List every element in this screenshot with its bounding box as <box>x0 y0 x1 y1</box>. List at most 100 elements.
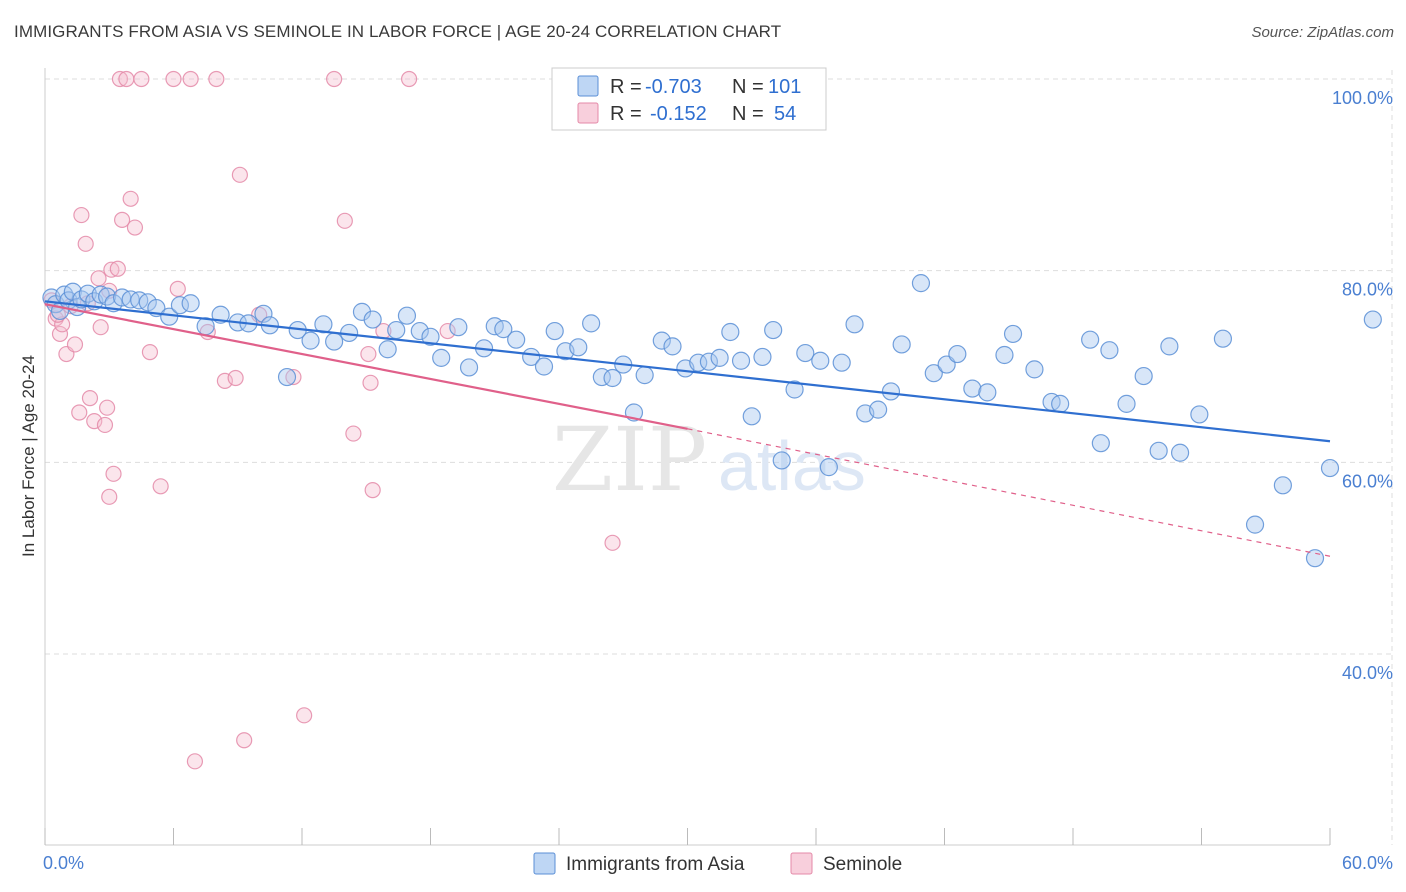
point-seminole <box>285 368 302 386</box>
point-asia <box>924 364 943 383</box>
point-asia <box>301 331 320 350</box>
point-asia <box>1320 458 1340 478</box>
watermark: ZIP atlas <box>552 408 866 511</box>
point-asia <box>494 320 513 339</box>
grid-lines <box>45 70 1393 845</box>
point-asia <box>721 322 740 342</box>
point-seminole <box>73 206 90 224</box>
point-asia <box>545 321 564 341</box>
y-tick-label: 40.0% <box>1342 663 1393 683</box>
point-asia <box>277 367 297 387</box>
point-asia <box>432 348 451 367</box>
tick-labels: 100.0% 80.0% 60.0% 40.0% 0.0% 60.0% <box>43 88 1393 873</box>
point-seminole <box>92 319 109 336</box>
point-asia <box>1149 441 1168 460</box>
point-seminole <box>133 70 150 88</box>
x-tick-label: 60.0% <box>1342 853 1393 873</box>
y-axis-title: In Labor Force | Age 20-24 <box>19 355 38 557</box>
point-asia <box>796 343 815 363</box>
point-seminole <box>126 219 144 236</box>
bottom-legend-swatch-seminole <box>790 852 813 875</box>
point-asia <box>978 383 997 402</box>
point-asia <box>91 285 110 304</box>
watermark-zip: ZIP <box>552 408 707 511</box>
point-asia <box>811 351 830 370</box>
point-seminole <box>103 261 120 278</box>
point-asia <box>710 348 729 367</box>
point-asia <box>819 458 838 477</box>
point-asia <box>892 335 911 354</box>
point-seminole <box>96 416 114 434</box>
point-asia <box>652 331 671 350</box>
legend-swatch-seminole <box>577 102 599 124</box>
point-seminole <box>326 70 343 88</box>
point-seminole <box>113 211 131 228</box>
trend-line-seminole <box>44 303 688 430</box>
point-seminole <box>54 316 71 333</box>
point-asia <box>378 340 397 359</box>
point-asia <box>1025 360 1044 379</box>
point-asia <box>449 318 468 337</box>
point-asia <box>363 310 382 329</box>
point-seminole <box>122 190 139 207</box>
point-seminole <box>165 70 182 88</box>
point-asia <box>1273 476 1292 495</box>
legend-r-value-asia: -0.703 <box>645 76 702 98</box>
point-seminole <box>208 70 225 88</box>
point-seminole <box>439 322 456 340</box>
point-asia <box>1160 337 1179 356</box>
y-tick-label: 60.0% <box>1342 471 1393 491</box>
point-asia <box>314 315 333 334</box>
point-asia <box>1081 330 1100 349</box>
point-seminole <box>141 344 159 361</box>
point-seminole <box>231 166 248 183</box>
point-asia <box>410 321 429 341</box>
point-asia <box>995 345 1014 365</box>
point-asia <box>1117 394 1136 413</box>
legend-r-label-seminole: R = <box>610 103 642 125</box>
point-asia <box>522 347 541 367</box>
watermark-atlas: atlas <box>718 427 866 505</box>
y-tick-label: 100.0% <box>1332 88 1393 108</box>
legend-r-value-seminole: -0.152 <box>650 103 707 125</box>
bottom-legend-swatch-asia <box>533 852 556 875</box>
chart-source: Source: ZipAtlas.com <box>1251 24 1394 41</box>
point-asia <box>459 358 479 377</box>
bottom-legend: Immigrants from Asia Seminole <box>533 852 902 875</box>
point-seminole <box>236 732 253 749</box>
point-asia <box>764 320 783 340</box>
point-seminole <box>71 404 88 421</box>
y-tick-label: 80.0% <box>1342 280 1393 300</box>
x-tick-label: 0.0% <box>43 853 84 873</box>
point-asia <box>742 407 761 426</box>
point-seminole <box>182 70 199 88</box>
point-seminole <box>169 280 186 297</box>
point-asia <box>534 357 554 376</box>
legend-n-label-seminole: N = <box>732 103 764 125</box>
point-asia <box>1363 310 1382 329</box>
legend-n-label-asia: N = <box>732 76 764 98</box>
point-seminole <box>101 488 118 505</box>
legend-swatch-asia <box>577 75 599 97</box>
point-asia <box>582 314 601 333</box>
point-seminole <box>81 390 99 407</box>
point-asia <box>254 304 273 323</box>
point-seminole <box>90 270 107 287</box>
point-seminole <box>336 212 353 229</box>
point-asia <box>963 379 982 398</box>
point-asia <box>181 294 200 313</box>
legend-r-label-asia: R = <box>610 76 642 98</box>
point-asia <box>753 347 772 367</box>
point-asia <box>1245 515 1265 534</box>
point-asia <box>869 400 888 419</box>
point-seminole <box>400 70 418 88</box>
point-seminole <box>152 478 169 495</box>
point-asia <box>1091 434 1110 453</box>
point-asia <box>1170 443 1190 462</box>
point-asia <box>507 330 526 349</box>
point-seminole <box>345 425 362 442</box>
point-asia <box>911 274 931 293</box>
legend-n-value-seminole: 54 <box>774 103 796 125</box>
point-asia <box>1100 341 1119 360</box>
